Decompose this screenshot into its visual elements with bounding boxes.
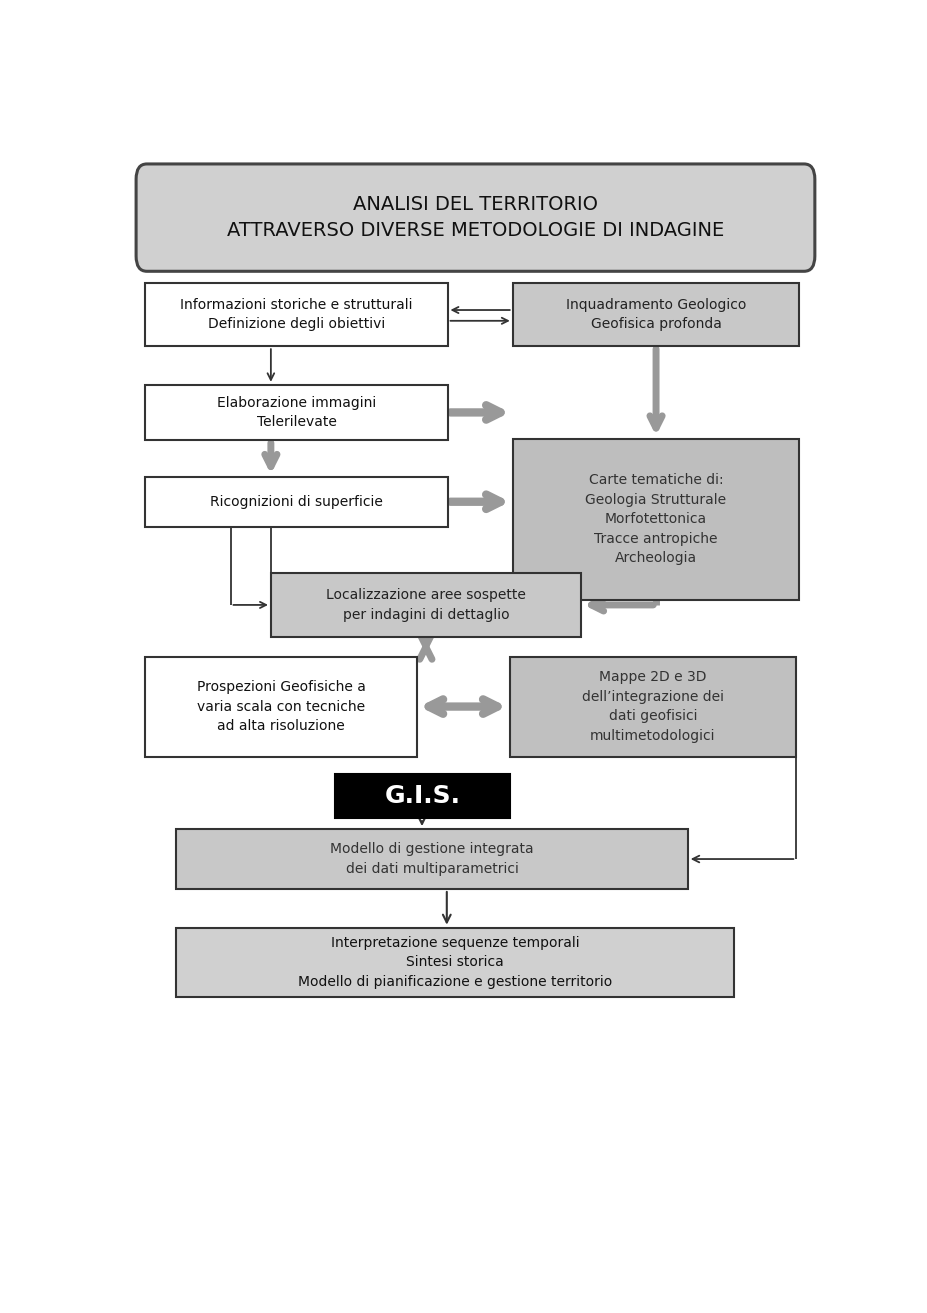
Bar xyxy=(176,927,734,997)
Text: Carte tematiche di:
Geologia Strutturale
Morfotettonica
Tracce antropiche
Archeo: Carte tematiche di: Geologia Strutturale… xyxy=(586,474,727,566)
Bar xyxy=(271,574,581,637)
Bar xyxy=(336,773,510,818)
Text: Modello di gestione integrata
dei dati multiparametrici: Modello di gestione integrata dei dati m… xyxy=(330,842,534,876)
FancyBboxPatch shape xyxy=(136,164,815,272)
Text: Interpretazione sequenze temporali
Sintesi storica
Modello di pianificazione e g: Interpretazione sequenze temporali Sinte… xyxy=(298,936,613,989)
Bar xyxy=(513,439,799,600)
Text: Ricognizioni di superficie: Ricognizioni di superficie xyxy=(210,495,383,509)
Text: Informazioni storiche e strutturali
Definizione degli obiettivi: Informazioni storiche e strutturali Defi… xyxy=(180,298,413,331)
Text: Mappe 2D e 3D
dell’integrazione dei
dati geofisici
multimetodologici: Mappe 2D e 3D dell’integrazione dei dati… xyxy=(582,671,724,743)
Bar xyxy=(146,284,448,347)
Text: Localizzazione aree sospette
per indagini di dettaglio: Localizzazione aree sospette per indagin… xyxy=(326,588,526,621)
Text: G.I.S.: G.I.S. xyxy=(385,784,461,807)
Bar xyxy=(513,284,799,347)
Text: Prospezioni Geofisiche a
varia scala con tecniche
ad alta risoluzione: Prospezioni Geofisiche a varia scala con… xyxy=(197,680,365,733)
Text: ANALISI DEL TERRITORIO
ATTRAVERSO DIVERSE METODOLOGIE DI INDAGINE: ANALISI DEL TERRITORIO ATTRAVERSO DIVERS… xyxy=(227,194,724,240)
Bar xyxy=(510,656,796,756)
Text: Inquadramento Geologico
Geofisica profonda: Inquadramento Geologico Geofisica profon… xyxy=(565,298,746,331)
Bar xyxy=(176,829,688,889)
Bar xyxy=(146,656,416,756)
Bar xyxy=(146,385,448,440)
Bar xyxy=(146,477,448,527)
Text: Elaborazione immagini
Telerilevate: Elaborazione immagini Telerilevate xyxy=(217,395,376,429)
